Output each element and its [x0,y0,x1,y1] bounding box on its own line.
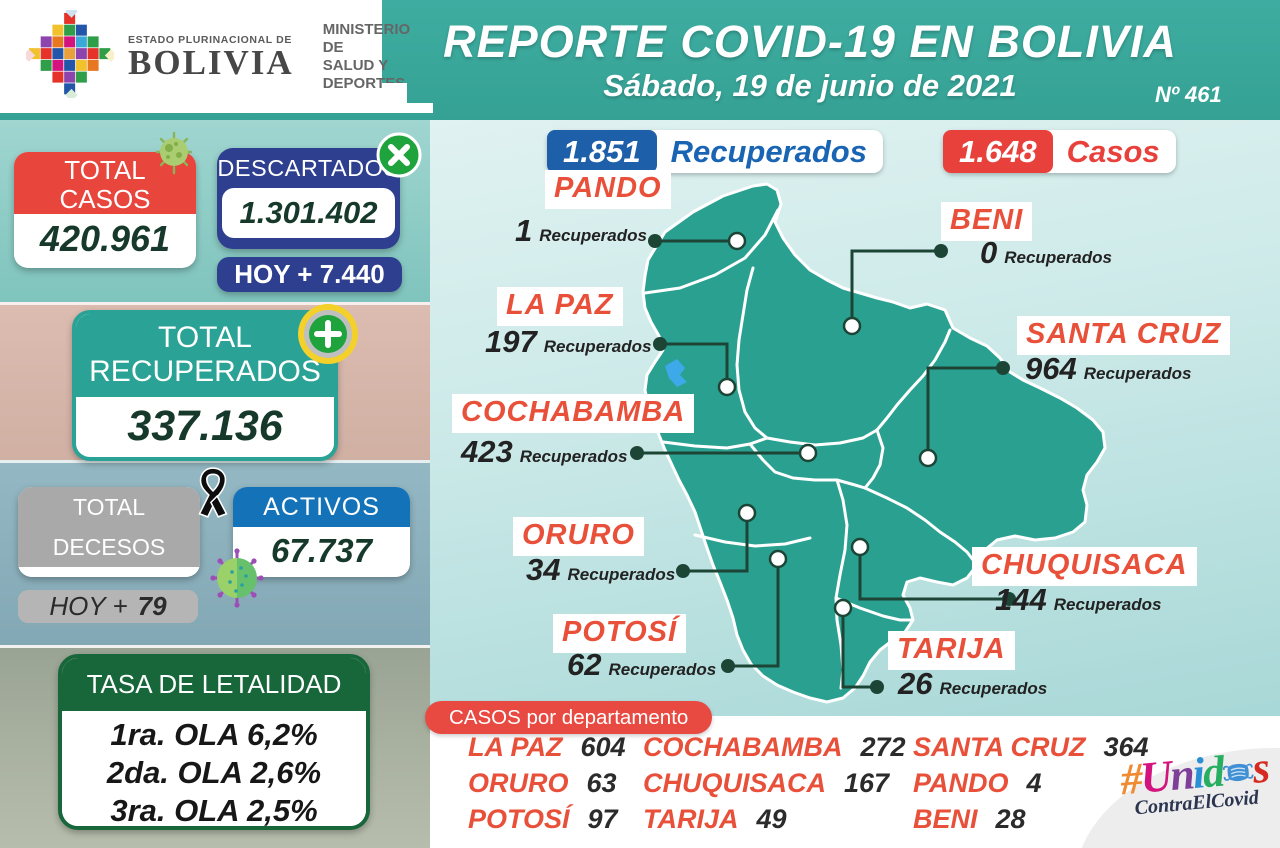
total-casos-card: TOTAL CASOS 420.961 [14,152,196,268]
discarded-x-icon [376,132,422,183]
ministry-name: MINISTERIO DE SALUD Y DEPORTES [322,20,411,92]
map-label-pando: PANDO [545,170,671,209]
total-recuperados-card: TOTAL RECUPERADOS 337.136 [72,310,338,461]
report-number: Nº 461 [1155,82,1222,107]
campaign-logo: #Unid s ContraElCovid [1108,742,1280,823]
daily-recuperados-badge: 1.851 Recuperados [547,130,883,173]
department-borders [643,208,979,690]
report-date: Sábado, 19 de junio de 2021 [603,68,1017,103]
map-value-santa-cruz: 964 Recuperados [1025,351,1192,386]
total-decesos-value: 16.088 [18,567,200,577]
daily-recuperados-value: 1.851 [547,130,657,173]
page-title: REPORTE COVID-19 EN BOLIVIA [443,16,1177,67]
ministry-logo-panel: ESTADO PLURINACIONAL DE BOLIVIA MINISTER… [0,0,410,113]
casos-row: POTOSÍ 97 [468,804,618,834]
map-label-cochabamba: COCHABAMBA [452,394,695,433]
activos-header: ACTIVOS [233,487,410,527]
descartados-value: 1.301.402 [222,188,395,238]
letalidad-row: 1ra. OLA 6,2% [110,717,318,752]
daily-casos-label: Casos [1066,133,1160,169]
total-recuperados-value: 337.136 [76,397,334,455]
map-value-pando: 1 Recuperados [515,213,647,248]
map-label-tarija: TARIJA [888,631,1015,670]
casos-banner: CASOS por departamento [425,701,713,734]
descartados-header: DESCARTADOS [217,155,400,181]
virus-icon [152,130,196,181]
map-label-chuquisaca: CHUQUISACA [972,547,1197,586]
bolivia-outline [641,182,1107,704]
descartados-card: DESCARTADOS 1.301.402 [217,148,400,249]
letalidad-row: 3ra. OLA 2,5% [110,793,318,828]
map-label-potosi: POTOSÍ [553,614,687,653]
letalidad-card: TASA DE LETALIDAD 1ra. OLA 6,2% 2da. OLA… [58,654,370,830]
bolivia-label: BOLIVIA [128,42,294,82]
total-decesos-card: TOTAL DECESOS 16.088 [18,487,200,577]
map-label-oruro: ORURO [513,517,644,556]
virus-icon [208,548,266,613]
casos-row: COCHABAMBA 272 [643,732,906,762]
letalidad-header: TASA DE LETALIDAD [62,658,366,711]
map-value-chuquisaca: 144 Recuperados [995,582,1162,617]
mourning-ribbon-icon [192,466,234,525]
map-label-santa-cruz: SANTA CRUZ [1017,316,1231,355]
casos-row: CHUQUISACA 167 [643,768,890,798]
activos-card: ACTIVOS 67.737 [233,487,410,577]
total-casos-value: 420.961 [14,214,196,264]
estado-label: ESTADO PLURINACIONAL DE [128,33,292,46]
map-value-potosi: 62 Recuperados [567,647,717,682]
map-leader-lines [630,231,1016,694]
logo-panel-step [382,83,407,113]
bolivia-map [615,180,1115,715]
casos-row: LA PAZ 604 [468,732,626,762]
map-value-tarija: 26 Recuperados [898,666,1048,701]
chakana-logo-icon [22,5,118,103]
logo-panel-step [407,103,433,113]
map-label-la-paz: LA PAZ [497,287,623,326]
casos-column-3: SANTA CRUZ 364 PANDO 4 BENI 28 [913,732,1149,840]
map-value-beni: 0 Recuperados [980,235,1112,270]
map-value-cochabamba: 423 Recuperados [461,434,628,469]
map-area: 1.851 Recuperados 1.648 Casos [430,120,1280,716]
daily-casos-value: 1.648 [943,130,1053,173]
map-label-beni: BENI [941,202,1033,241]
decesos-today-pill: HOY + 79 [18,590,198,623]
letalidad-row: 2da. OLA 2,6% [106,755,322,790]
lake-titicaca [665,359,687,387]
map-value-la-paz: 197 Recuperados [485,324,652,359]
plus-icon [297,303,359,370]
campaign-wordmark: #Unid s [1118,742,1270,805]
face-mask-icon [1221,744,1255,795]
casos-column-2: COCHABAMBA 272 CHUQUISACA 167 TARIJA 49 [643,732,906,840]
letalidad-rows: 1ra. OLA 6,2% 2da. OLA 2,6% 3ra. OLA 2,5… [62,711,366,828]
daily-casos-badge: 1.648 Casos [943,130,1176,173]
government-wordmark: ESTADO PLURINACIONAL DE BOLIVIA [128,34,294,80]
daily-recuperados-label: Recuperados [670,133,867,169]
casos-row: SANTA CRUZ 364 [913,732,1149,762]
descartados-today-pill: HOY + 7.440 [217,257,402,292]
casos-row: PANDO 4 [913,768,1042,798]
total-recuperados-header: TOTAL RECUPERADOS [76,314,334,397]
total-decesos-header: TOTAL DECESOS [18,487,200,567]
casos-row: ORURO 63 [468,768,617,798]
casos-row: TARIJA 49 [643,804,787,834]
casos-column-1: LA PAZ 604 ORURO 63 POTOSÍ 97 [468,732,626,840]
activos-value: 67.737 [233,527,410,575]
casos-row: BENI 28 [913,804,1026,834]
map-value-oruro: 34 Recuperados [526,552,676,587]
